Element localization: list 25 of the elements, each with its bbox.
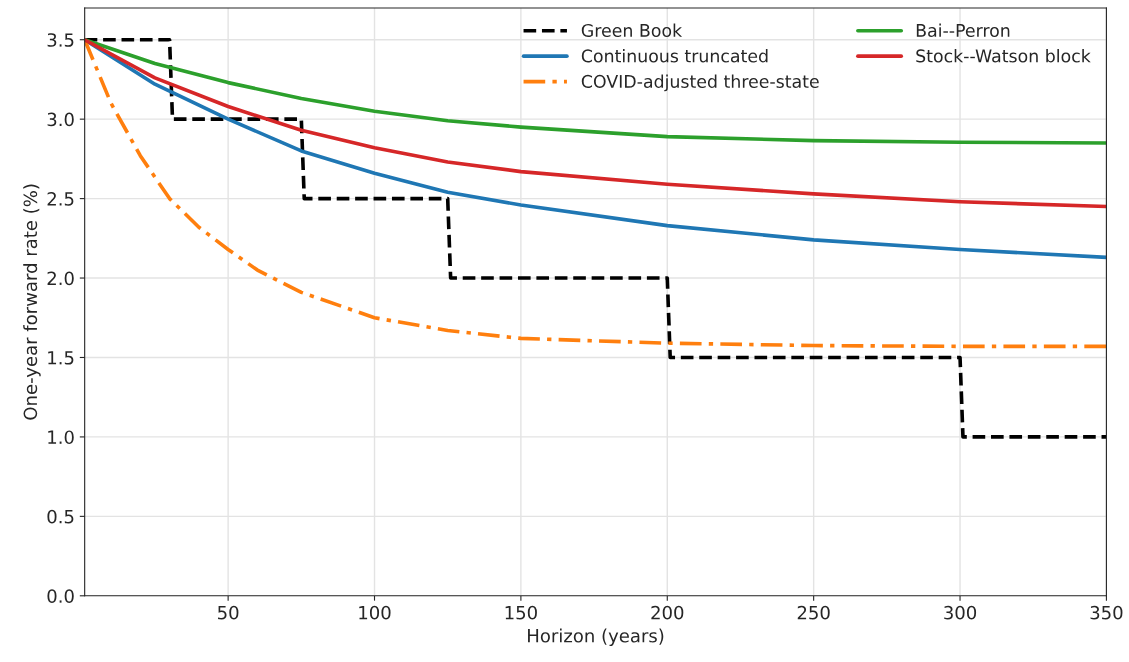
y-tick-label: 3.0 — [47, 112, 74, 127]
y-tick-label: 1.0 — [48, 430, 74, 445]
y-tick-label: 3.5 — [47, 33, 74, 47]
y-axis-title: One-year forward rate (%) — [23, 184, 41, 420]
legend-label: Bai--Perron — [916, 23, 1010, 38]
line-series — [84, 37, 1107, 145]
line-series — [84, 37, 1107, 209]
x-tick-label: 150 — [505, 605, 537, 620]
x-tick-label: 100 — [359, 605, 391, 620]
legend-label: Green Book — [581, 23, 683, 38]
y-tick-label: 1.5 — [48, 351, 74, 365]
legend-label: Continuous truncated — [581, 49, 768, 63]
x-tick-label: 250 — [797, 605, 830, 620]
y-tick-label: 0.0 — [47, 589, 74, 603]
y-tick-label: 2.5 — [47, 192, 74, 206]
legend-label: Stock--Watson block — [916, 49, 1091, 63]
x-tick-label: 200 — [651, 605, 684, 620]
x-axis-title: Horizon (years) — [528, 628, 664, 647]
y-tick-label: 0.5 — [47, 509, 74, 524]
x-tick-label: 350 — [1090, 605, 1123, 620]
legend-label: COVID-adjusted three-state — [581, 74, 819, 92]
y-tick-label: 2.0 — [47, 271, 74, 286]
x-tick-label: 50 — [218, 605, 239, 620]
x-tick-label: 300 — [944, 605, 977, 620]
line-series — [84, 37, 1107, 439]
